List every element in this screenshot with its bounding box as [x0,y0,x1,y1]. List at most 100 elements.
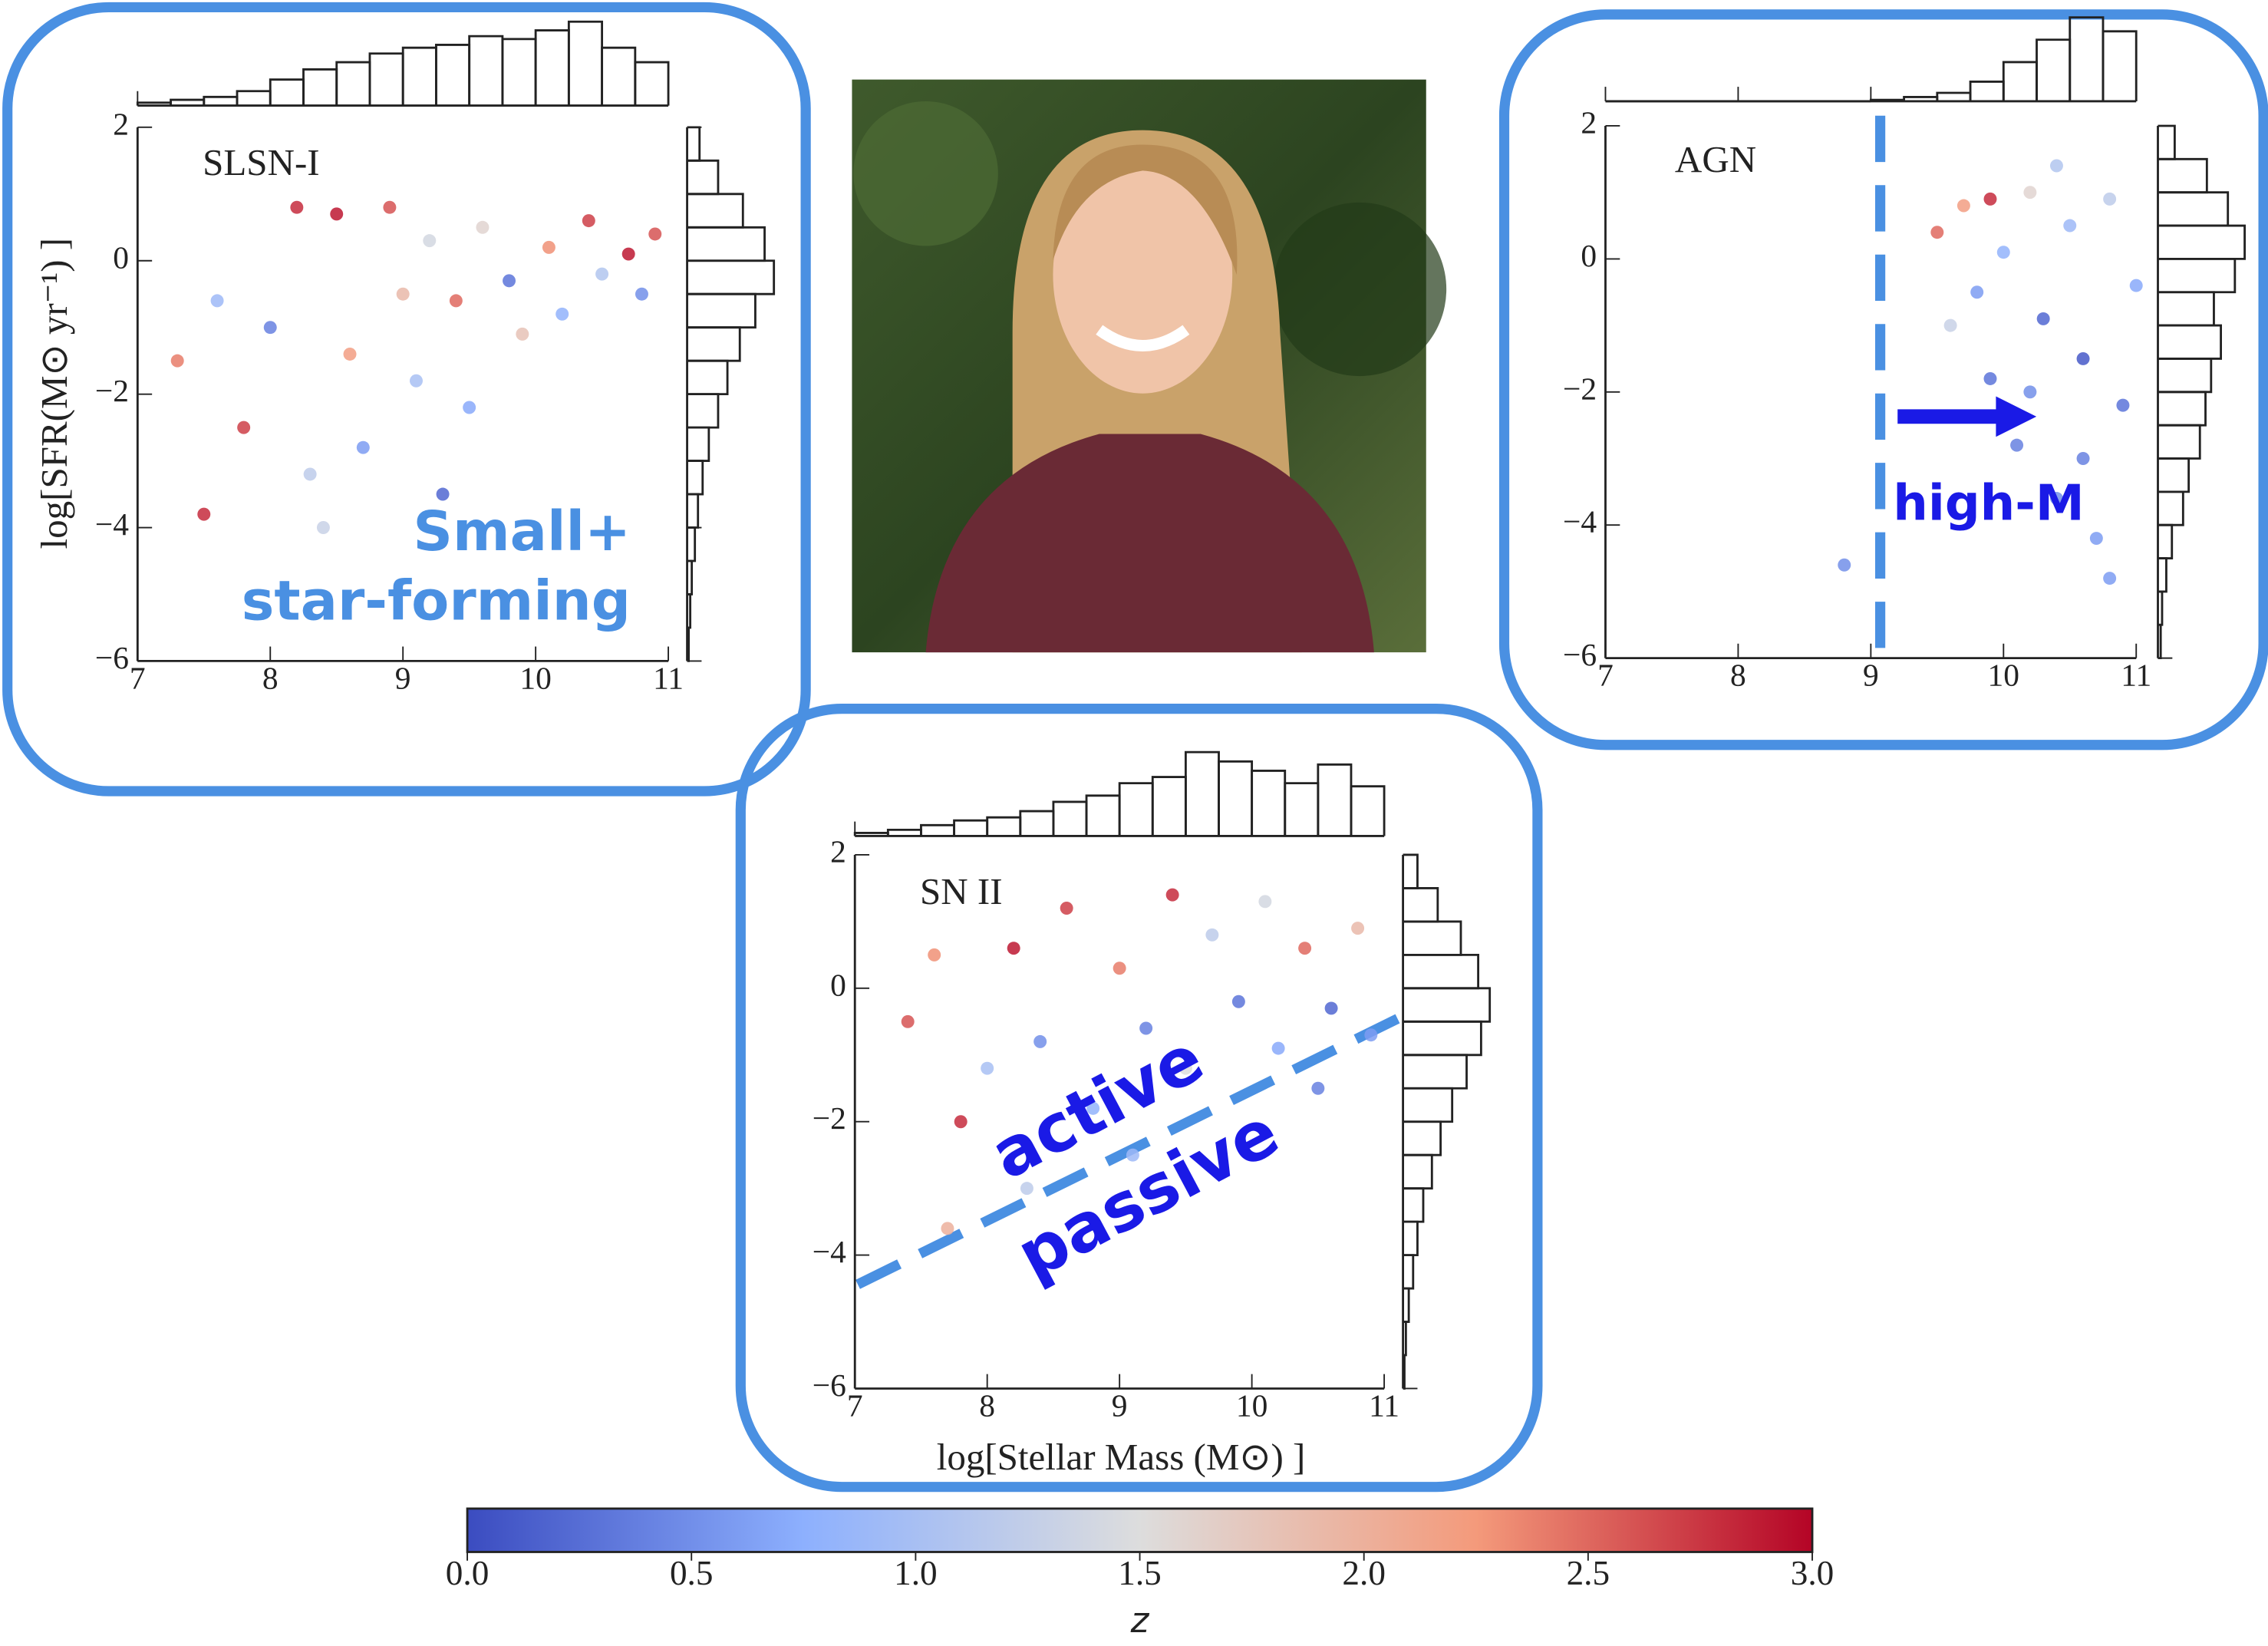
x-tick-label: 10 [1236,1387,1268,1423]
x-tick-label: 7 [130,660,146,695]
panel-title: AGN [1675,138,1756,180]
point [941,1222,954,1235]
point [2023,186,2036,199]
annotation: high-M [1893,475,2084,532]
x-tick-label: 7 [847,1387,863,1423]
x-tick-label: 11 [2121,658,2151,693]
point [1311,1082,1324,1095]
hist-bin [1403,888,1438,921]
point [635,288,648,301]
point [1007,942,1020,955]
x-tick-label: 8 [262,660,279,695]
point [582,214,595,227]
point [2023,385,2036,398]
y-tick-label: −2 [95,373,129,408]
x-tick-label: 8 [979,1387,995,1423]
point [1258,895,1271,908]
point [1351,922,1364,935]
point [981,1062,994,1075]
point [171,355,184,368]
hist-bin [470,36,503,105]
hist-bin [1403,1021,1482,1054]
point [1997,246,2010,259]
hist-bin [1403,855,1418,888]
hist-bin [1937,93,1970,101]
hist-bin [1020,811,1053,836]
hist-bin [1285,783,1318,836]
hist-bin [687,528,695,561]
point [2090,532,2103,545]
point [928,948,941,962]
point [622,248,635,261]
point [1166,889,1179,902]
hist-bin [1403,988,1490,1021]
hist-bin [204,97,237,105]
point [1232,995,1245,1008]
y-tick-label: 0 [1581,238,1597,273]
y-tick-label: −6 [95,640,129,675]
colorbar-tick-label: 0.5 [670,1554,714,1592]
point [410,374,423,388]
hist-bin [687,261,774,294]
hist-bin [687,294,756,327]
point [1364,1028,1377,1041]
hist-bin [569,21,602,105]
point [423,234,436,247]
point [450,294,463,307]
point [516,328,529,341]
hist-bin [2070,18,2103,101]
figure: z 7891011−6−4−202SLSN-Ilog[SFR(M⊙ yr⁻¹) … [0,0,2268,1646]
y-tick-label: 0 [113,239,129,275]
hist-bin [1119,783,1152,836]
hist-bin [2158,292,2214,325]
point [542,241,555,254]
y-tick-label: 2 [830,833,846,869]
point [2050,160,2063,173]
hist-bin [687,394,718,427]
colorbar-label: z [1130,1600,1150,1641]
hist-bin [2037,40,2070,101]
hist-bin [2158,193,2227,226]
point [2103,193,2116,206]
hist-bin [687,427,709,460]
point [1139,1022,1152,1035]
hist-bin [2158,358,2210,391]
hist-bin [303,69,336,105]
y-tick-label: −2 [1563,371,1597,406]
point [1944,319,1957,332]
hist-bin [270,80,303,106]
y-tick-label: −4 [813,1234,846,1269]
point [1033,1035,1047,1048]
point [330,207,343,220]
colorbar-tick-label: 3.0 [1791,1554,1835,1592]
point [463,401,476,414]
point [648,227,661,240]
hist-bin [2158,259,2234,292]
hist-bin [436,45,469,105]
hist-bin [1219,761,1252,836]
colorbar-tick-label: 1.5 [1118,1554,1162,1592]
hist-bin [687,227,765,260]
hist-bin [370,54,403,106]
hist-bin [2158,226,2244,259]
point [344,348,357,361]
point [476,221,489,234]
x-tick-label: 11 [1369,1387,1399,1423]
point [397,288,410,301]
hist-bin [1403,1122,1441,1155]
hist-bin [687,160,718,193]
hist-bin [1351,787,1384,836]
point [1325,1001,1338,1014]
hist-bin [1403,1189,1423,1222]
y-tick-label: −4 [1563,504,1597,539]
colorbar [467,1509,1812,1552]
x-tick-label: 10 [519,660,551,695]
hist-bin [687,461,703,494]
y-tick-label: −6 [1563,637,1597,672]
point [902,1015,915,1028]
hist-bin [1403,955,1478,988]
point [237,421,250,434]
y-axis-label: log[SFR(M⊙ yr⁻¹) ] [33,238,75,549]
y-tick-label: −4 [95,506,129,542]
x-tick-label: 9 [1112,1387,1128,1423]
